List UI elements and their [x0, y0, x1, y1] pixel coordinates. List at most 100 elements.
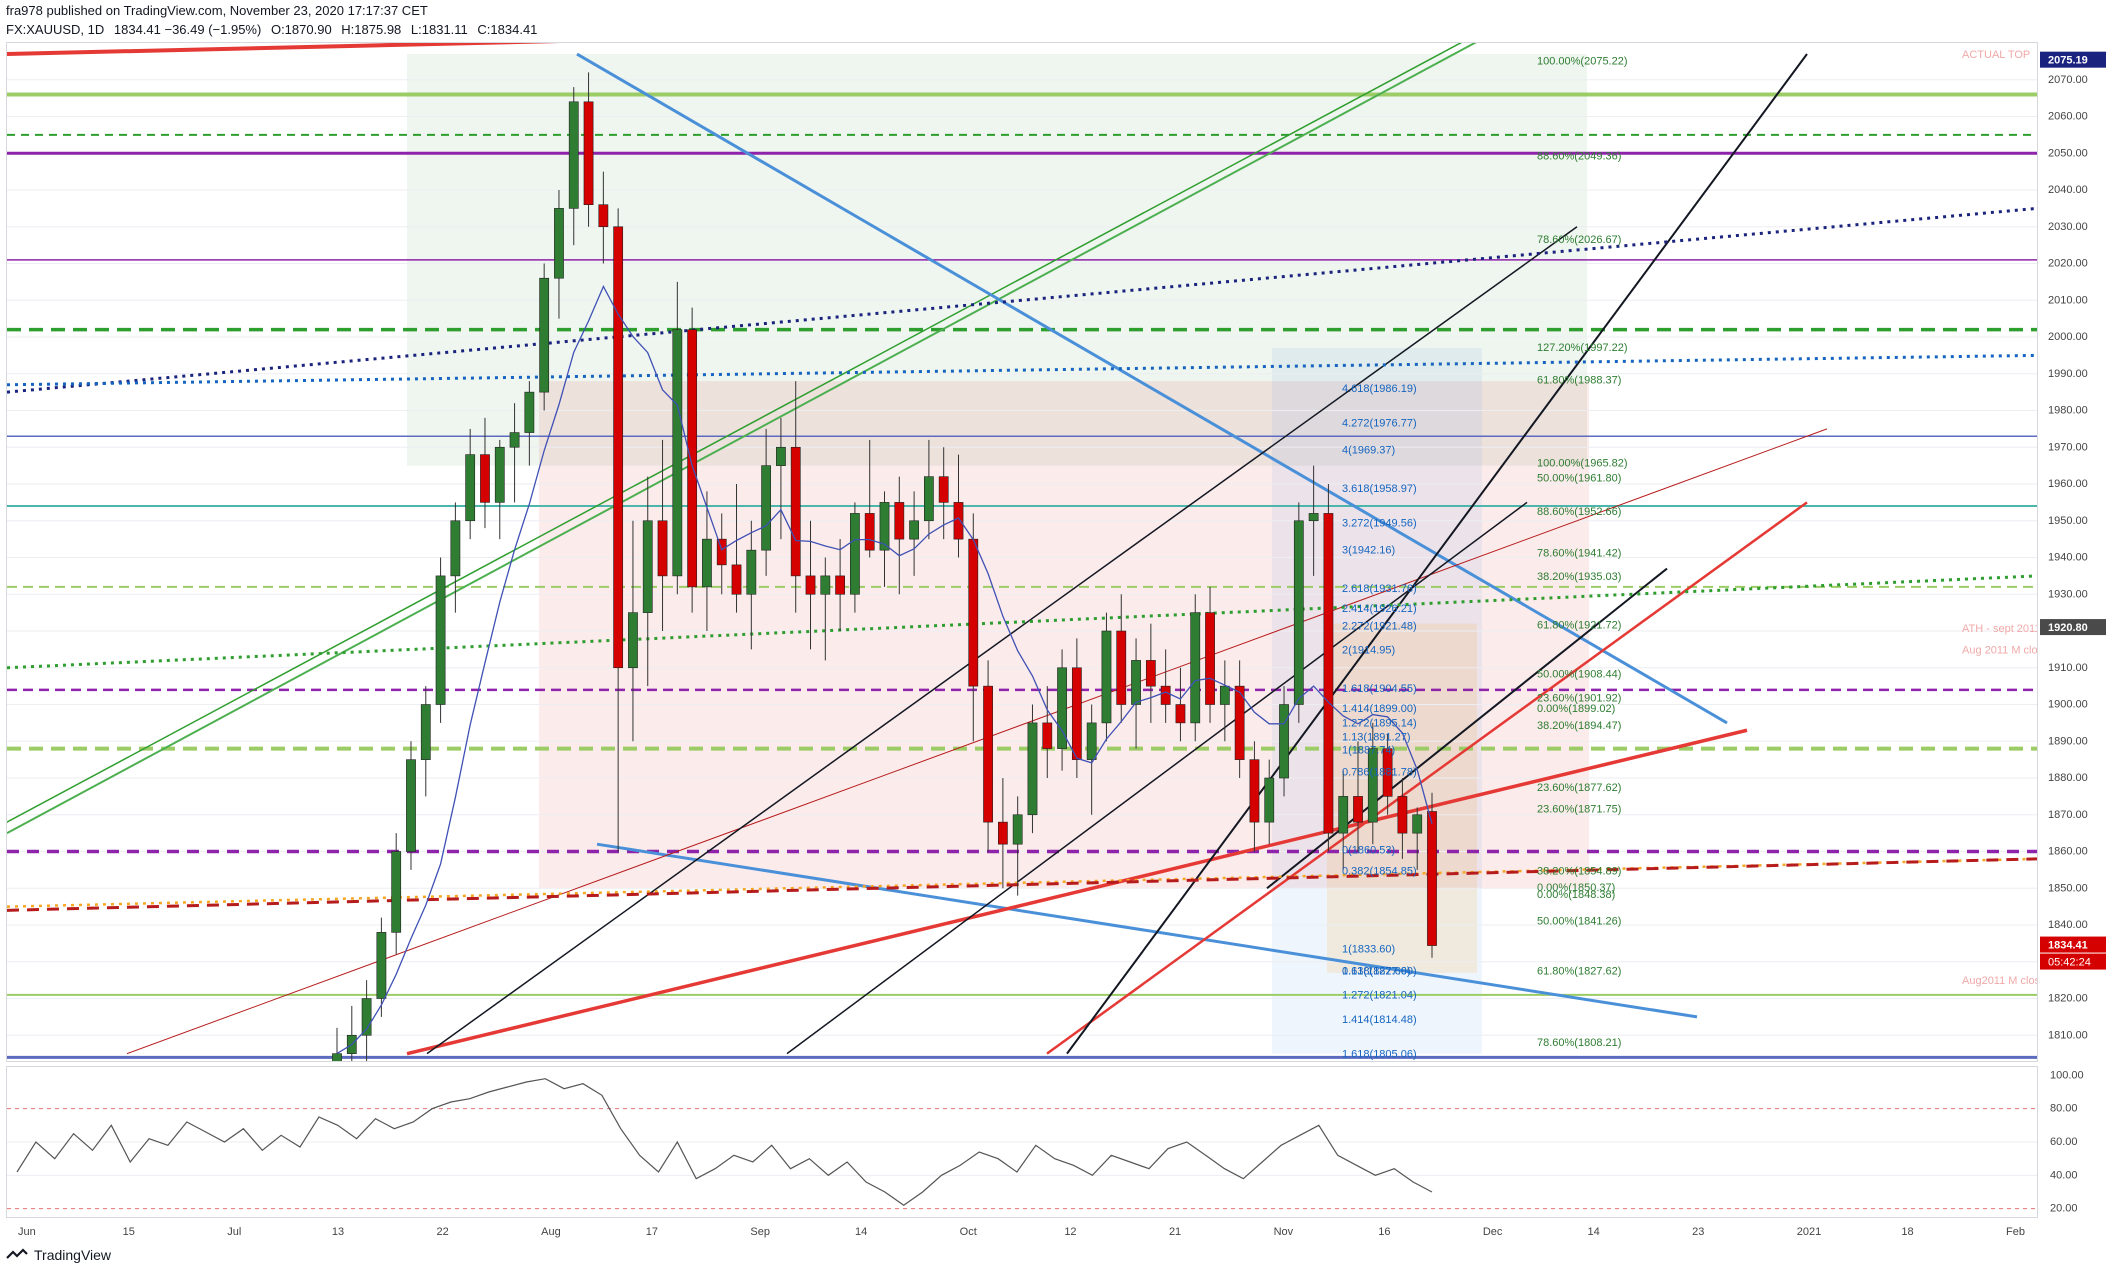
candle [894, 476, 905, 595]
candle [1042, 686, 1053, 779]
candle [465, 428, 476, 540]
fib-level-label: 3.618(1958.97) [1342, 483, 1417, 495]
candle [879, 491, 890, 587]
fib-level-label: 0.382(1854.85) [1342, 865, 1417, 877]
fib-level-label: 1.13(1827.60) [1342, 966, 1411, 978]
fib-level-label: Aug2011 M close [1962, 975, 2037, 987]
candle-body [332, 1053, 342, 1146]
price-tag-label: 2075.19 [2048, 55, 2088, 67]
time-tick-label: 15 [123, 1226, 135, 1238]
price-tag-bg [2040, 51, 2106, 68]
open-label: O:1870.90 [270, 22, 332, 37]
price-tick-label: 2040.00 [2048, 184, 2088, 196]
fib-level-label: 38.20%(1894.47) [1537, 720, 1621, 732]
candle [1234, 660, 1245, 779]
candle-body [1205, 612, 1215, 705]
candle-body [524, 391, 535, 433]
candle [598, 171, 609, 264]
price-chart[interactable]: 100.00%(2075.22) 88.60%(2049.36) 78.60%(20… [6, 0, 2049, 1201]
price-tag-bg [2040, 936, 2106, 953]
symbol-label[interactable]: FX:XAUUSD, 1D [6, 22, 105, 37]
candle [1131, 638, 1141, 749]
candle-body [376, 932, 387, 999]
candle-body [805, 575, 816, 595]
candle [376, 917, 387, 1017]
price-panel[interactable]: 100.00%(2075.22) 88.60%(2049.36) 78.60%(20… [6, 0, 2049, 1201]
trendline [1266, 567, 1668, 890]
time-tick-label: 13 [332, 1226, 344, 1238]
candle [1101, 612, 1112, 742]
candle [1412, 807, 1423, 870]
candle-body [642, 520, 653, 613]
candle-body [1145, 660, 1156, 687]
osc-tick-label: 80.00 [2050, 1103, 2078, 1115]
price-axis[interactable]: 1810.001820.001830.001840.001850.001860.… [2040, 42, 2109, 1062]
candle [1012, 796, 1023, 896]
candle-body [938, 476, 949, 503]
candle-body [583, 101, 594, 206]
candle-body [465, 454, 476, 522]
candle-body [716, 538, 727, 566]
candle-body [1057, 667, 1067, 749]
time-tick-label: 14 [1587, 1226, 1599, 1238]
fib-level-label: 88.60%(1952.66) [1537, 506, 1621, 518]
candle-body [1308, 513, 1319, 522]
oscillator-panel[interactable] [6, 1066, 2038, 1218]
price-tag-label: 1920.80 [2048, 622, 2088, 634]
candle-body [568, 101, 579, 209]
price-tag-bg [2040, 619, 2106, 636]
fib-level-label: 0(1860.53) [1342, 845, 1395, 857]
candle [687, 307, 698, 613]
candle-body [480, 454, 490, 503]
candle-body [1190, 612, 1201, 724]
oscillator-chart[interactable] [7, 1067, 2037, 1217]
fib-level-label: 2(1914.95) [1342, 645, 1395, 657]
time-axis[interactable]: Jun 15 Jul 13 22 Aug 17 Sep 14 Oct 12 21 Nov 16 Dec 14 2… [6, 1220, 2038, 1242]
candle [332, 1027, 342, 1201]
price-tick-label: 1870.00 [2048, 809, 2088, 821]
fib-level-label: 50.00%(1908.44) [1537, 668, 1621, 680]
fib-level-label: ATH - sept 2011 [1962, 623, 2037, 635]
candle [628, 520, 638, 742]
candle-body [509, 432, 520, 448]
countdown-label: 05:42:24 [2048, 957, 2091, 969]
candle [1071, 638, 1082, 779]
candle-body [1382, 748, 1393, 797]
candle [420, 686, 431, 797]
candle [435, 557, 446, 723]
candle [1205, 586, 1215, 723]
candle [1293, 502, 1304, 723]
candle [1219, 660, 1230, 742]
candle [346, 1005, 357, 1091]
time-tick-label: 2021 [1797, 1226, 1821, 1238]
candle-body [450, 520, 461, 577]
price-tick-label: 1890.00 [2048, 735, 2088, 747]
price-tick-label: 1930.00 [2048, 588, 2088, 600]
fib-level-label: 78.60%(1808.21) [1537, 1037, 1621, 1049]
fib-level-label: 2.414(1926.21) [1342, 603, 1417, 615]
fib-level-label: ACTUAL TOP [1962, 49, 2030, 61]
candle [1249, 741, 1260, 852]
osc-tick-label: 60.00 [2050, 1136, 2078, 1148]
candle [361, 980, 372, 1073]
fib-level-label: 1.414(1814.48) [1342, 1014, 1417, 1026]
candle-body [1264, 777, 1275, 823]
candle [554, 190, 564, 319]
candle [835, 539, 845, 632]
candle-body [761, 465, 772, 551]
fib-level-label: 0.00%(1850.37) [1537, 882, 1615, 894]
candle-body [983, 685, 993, 823]
price-tick-label: 1820.00 [2048, 993, 2088, 1005]
time-tick-label: 17 [646, 1226, 658, 1238]
candle-body [391, 851, 402, 933]
fib-level-label: 0.00%(1899.02) [1537, 703, 1615, 715]
trendline [6, 4, 2038, 57]
tradingview-logo-icon [6, 1248, 28, 1259]
fib-level-label: 4.618(1986.19) [1342, 383, 1417, 395]
candle [864, 439, 875, 558]
fib-level-label: 100.00%(2075.22) [1537, 56, 1628, 68]
candle [1279, 686, 1289, 797]
price-tick-label: 1970.00 [2048, 441, 2088, 453]
candle [1160, 649, 1171, 723]
oscillator-line [16, 1078, 1433, 1207]
